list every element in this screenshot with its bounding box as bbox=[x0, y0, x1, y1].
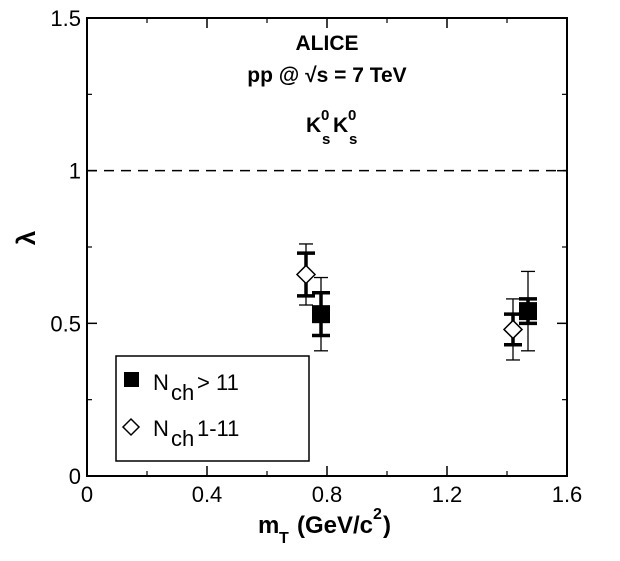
data-point-diamond bbox=[295, 264, 317, 285]
legend-label-2-main: N bbox=[153, 416, 169, 441]
y-tick-label: 1 bbox=[69, 159, 81, 184]
x-tick-label: 0.8 bbox=[312, 482, 343, 507]
data-point-diamond bbox=[502, 319, 524, 340]
pair-k1-sup: 0 bbox=[321, 107, 329, 124]
pair-k2-sup: 0 bbox=[348, 107, 356, 124]
x-tick-label: 1.6 bbox=[552, 482, 583, 507]
annotation-experiment: ALICE bbox=[296, 32, 359, 55]
data-point-group bbox=[519, 270, 537, 352]
legend-label-2-rest: 1-11 bbox=[197, 416, 239, 441]
data-point-square bbox=[519, 302, 537, 321]
legend-marker-diamond bbox=[121, 417, 141, 437]
annotation-pair: K 0 s K 0 s bbox=[306, 107, 357, 148]
x-axis-label-m: m bbox=[258, 512, 279, 539]
legend-label-1-rest: > 11 bbox=[197, 370, 239, 395]
pair-k2-sub: s bbox=[349, 131, 357, 148]
x-axis-label-close: ) bbox=[383, 512, 391, 539]
legend-label-2-sub: ch bbox=[171, 426, 194, 451]
legend-label-1-sub: ch bbox=[171, 380, 194, 405]
x-tick-label: 1.2 bbox=[432, 482, 463, 507]
y-tick-label: 1.5 bbox=[50, 6, 81, 31]
data-point-group bbox=[312, 276, 330, 352]
x-axis-label-sub: T bbox=[279, 530, 289, 547]
x-axis-label-sup: 2 bbox=[373, 506, 382, 523]
legend-label-1-main: N bbox=[153, 370, 169, 395]
data-point-square bbox=[312, 305, 330, 324]
y-axis-label: λ bbox=[11, 230, 41, 245]
x-axis-label-unit: (GeV/c bbox=[297, 512, 373, 539]
y-tick-label: 0.5 bbox=[50, 311, 81, 336]
pair-k1: K bbox=[306, 114, 321, 137]
x-tick-label: 0.4 bbox=[192, 482, 223, 507]
legend: N ch > 11 N ch 1-11 bbox=[115, 355, 310, 462]
legend-marker-square bbox=[124, 372, 139, 387]
pair-k2: K bbox=[333, 114, 348, 137]
legend-box bbox=[115, 355, 310, 462]
data-point-group bbox=[295, 243, 317, 306]
x-tick-label: 0 bbox=[81, 482, 93, 507]
y-tick-label: 0 bbox=[69, 464, 81, 489]
data-points bbox=[295, 243, 537, 361]
axis-ticks: 0 0.4 0.8 1.2 1.6 0 0.5 1 1.5 bbox=[50, 6, 582, 507]
pair-k1-sub: s bbox=[322, 131, 330, 148]
x-axis-label: m T (GeV/c 2 ) bbox=[258, 506, 391, 547]
annotation-system: pp @ √s = 7 TeV bbox=[247, 64, 406, 87]
data-point-group bbox=[502, 298, 524, 361]
